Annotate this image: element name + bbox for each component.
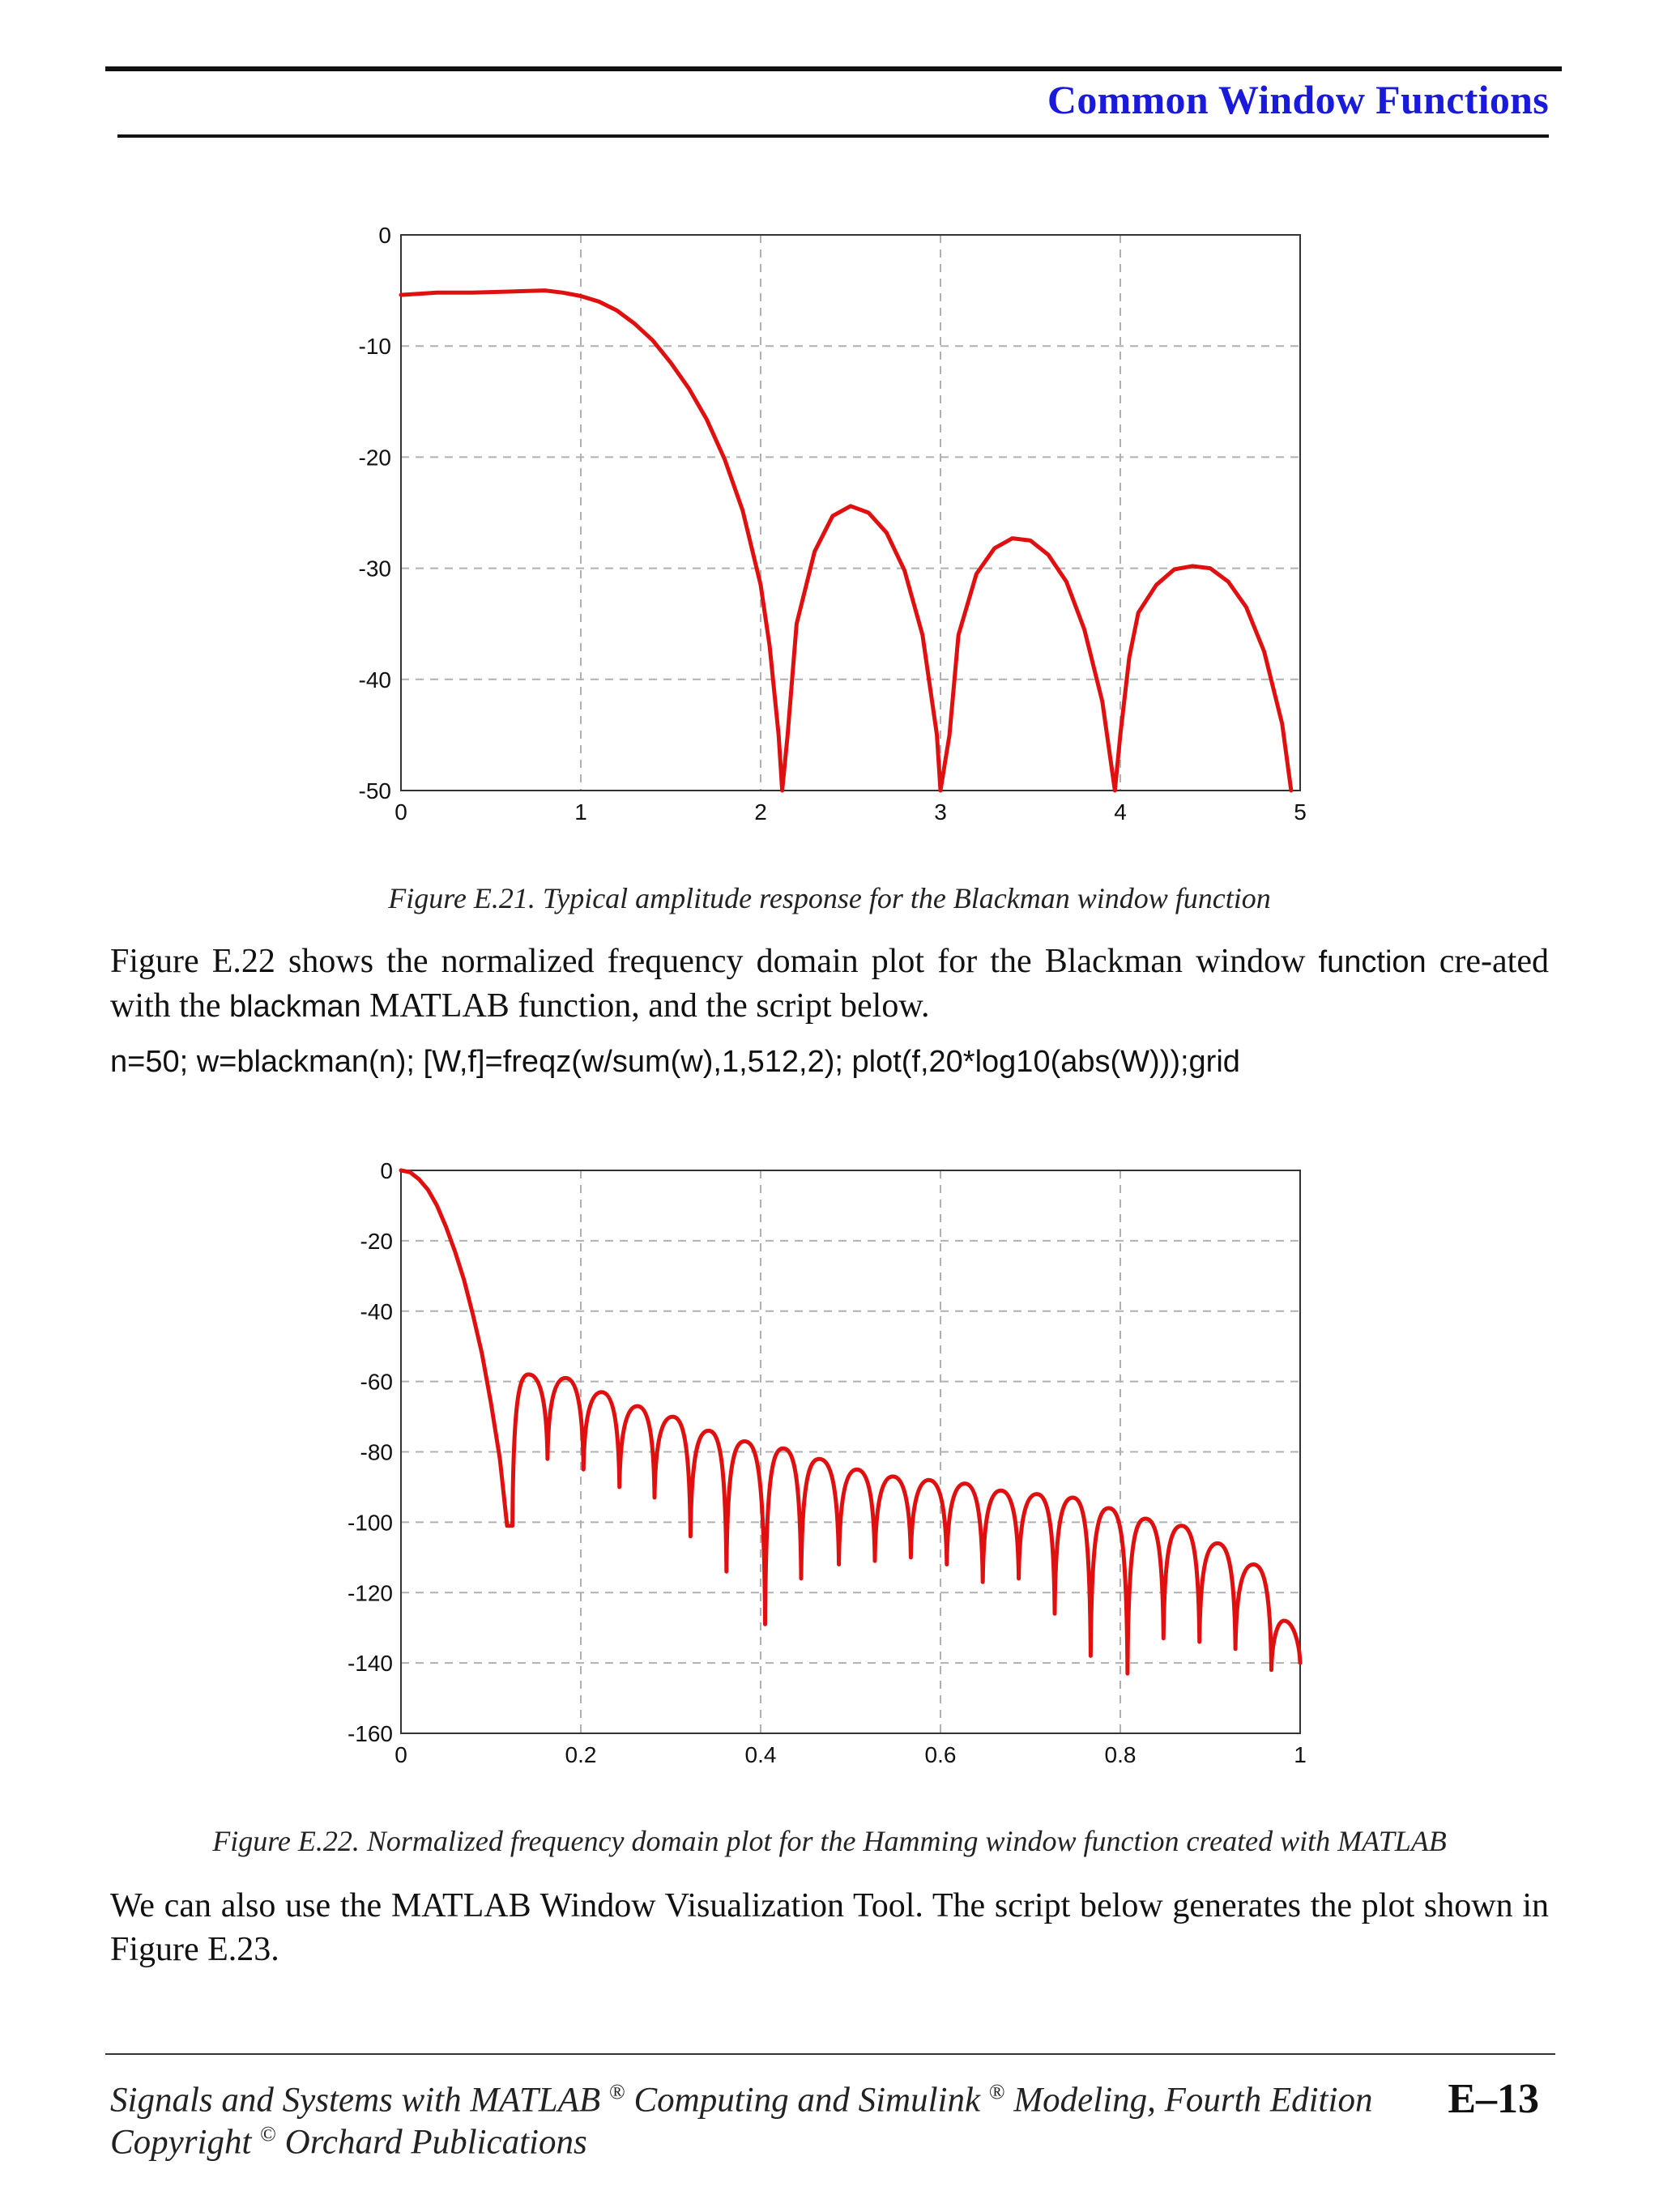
chart1-x-tick-1: 1 [574,799,587,825]
chart2-series-line [399,1168,1303,1676]
footer-title-part1: Signals and Systems with MATLAB [110,2081,609,2120]
chart2-grid [400,1170,1301,1734]
chart2-y-tick-2: -40 [360,1299,393,1324]
chart1-y-tick-4: -40 [359,667,391,693]
chart2-y-tick-6: -120 [348,1580,393,1605]
paragraph-window-visualization-tool: We can also use the MATLAB Window Visual… [110,1887,1549,1968]
chart1-y-tick-2: -20 [359,445,391,470]
chart2-y-tick-0: 0 [380,1158,393,1183]
page-header-title: Common Window Functions [1047,77,1549,122]
chart1-x-tick-5: 5 [1294,799,1307,825]
chart2-y-tick-3: -60 [360,1370,393,1395]
chart1-y-tick-5: -50 [359,778,391,803]
chart1-tick-labels: 0 1 2 3 4 5 0 -10 -20 -30 -40 -50 [359,223,1307,825]
chart2-x-tick-3: 0.6 [925,1742,957,1767]
footer-book-title: Signals and Systems with MATLAB ® Comput… [110,2080,1372,2120]
page-number: E–13 [1448,2076,1539,2122]
chart1-x-tick-4: 4 [1114,799,1127,825]
chart2-tick-labels: 0 0.2 0.4 0.6 0.8 1 0 -20 -40 -60 -80 -100 -120 -140 -… [348,1158,1307,1767]
chart1-x-tick-0: 0 [394,799,407,825]
chart2-y-tick-1: -20 [360,1229,393,1254]
chart2-y-tick-5: -100 [348,1510,393,1535]
footer-rule [105,2053,1555,2055]
chart2-x-tick-4: 0.8 [1105,1742,1137,1767]
paragraph1-part2: cre-ated with the [110,943,1549,1025]
chart1-x-tick-3: 3 [934,799,947,825]
chart1-x-tick-2: 2 [754,799,767,825]
copyright-label: Copyright [110,2123,261,2162]
header-rule [117,134,1549,138]
figure-e22-caption: Figure E.22. Normalized frequency domain… [212,1825,1447,1857]
matlab-script-line: n=50; w=blackman(n); [W,f]=freqz(w/sum(w… [110,1045,1240,1079]
paragraph1-blackman-word: blackman [228,990,361,1024]
paragraph-figure-e22-description: Figure E.22 shows the normalized frequen… [110,940,1549,1029]
chart2-x-tick-2: 0.4 [745,1742,777,1767]
chart1-y-tick-3: -30 [359,556,391,582]
top-rule [105,66,1562,71]
copyright-publisher: Orchard Publications [275,2123,587,2162]
chart2-x-tick-1: 0.2 [565,1742,597,1767]
registered-mark-2: ® [988,2080,1005,2103]
chart2-x-tick-0: 0 [394,1742,407,1767]
figure-e21-caption: Figure E.21. Typical amplitude response … [388,882,1271,914]
copyright-symbol: © [260,2122,276,2146]
paragraph1-function-word: function [1318,945,1427,979]
chart2-x-tick-5: 1 [1294,1742,1307,1767]
footer-title-part3: Modeling, Fourth Edition [1004,2081,1373,2120]
chart1-y-tick-1: -10 [359,334,391,359]
footer-title-part2: Computing and Simulink [625,2081,989,2120]
figure-e22-chart: 0 0.2 0.4 0.6 0.8 1 0 -20 -40 -60 -80 -100 -120 -140 -… [348,1158,1307,1767]
chart2-y-tick-4: -80 [360,1440,393,1465]
figure-e21-chart: 0 1 2 3 4 5 0 -10 -20 -30 -40 -50 [359,223,1307,825]
chart1-plot-frame [400,234,1301,791]
chart2-y-tick-8: -160 [348,1721,393,1746]
chart1-y-tick-0: 0 [378,223,391,248]
paragraph1-part3: MATLAB function, and the script below. [360,987,930,1025]
chart1-series-line [399,288,1294,793]
footer-copyright: Copyright © Orchard Publications [110,2122,587,2162]
registered-mark-1: ® [608,2080,625,2103]
chart2-y-tick-7: -140 [348,1651,393,1676]
paragraph1-part1: Figure E.22 shows the normalized frequen… [110,943,1319,980]
chart2-plot-frame [400,1170,1301,1734]
